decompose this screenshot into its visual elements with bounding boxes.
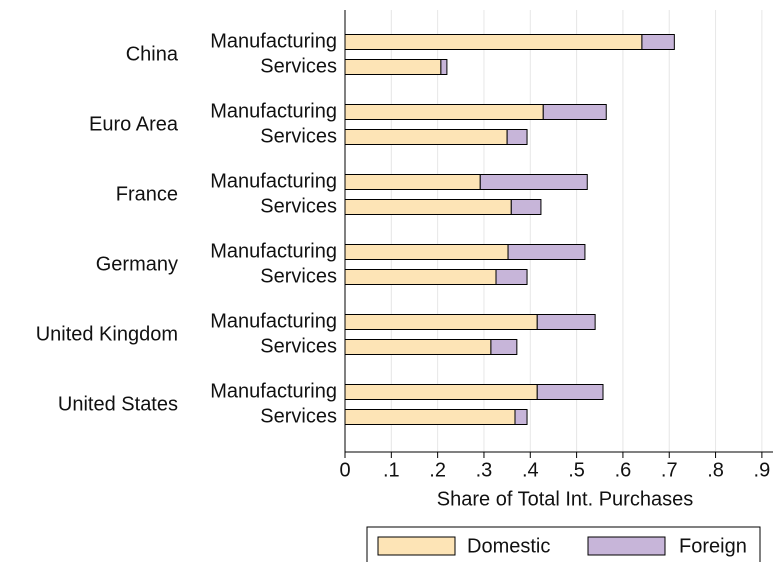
x-tick-label: .6 (615, 459, 632, 481)
bar-segment (344, 339, 492, 355)
x-tick-label: .1 (383, 459, 400, 481)
bar-segment (344, 244, 509, 260)
y-tick-label: Services (260, 125, 337, 147)
group-label: United States (58, 393, 178, 415)
bar-segment (344, 59, 442, 75)
bar-segment (641, 34, 675, 50)
bar-segment (514, 409, 528, 425)
bar-segment (495, 269, 528, 285)
legend-label: Domestic (467, 535, 550, 557)
x-tick-label: .9 (754, 459, 771, 481)
y-tick-label: Manufacturing (210, 170, 337, 192)
bar-segment (344, 314, 538, 330)
bar-segment (344, 384, 538, 400)
bar-segment (344, 104, 544, 120)
y-tick-label: Services (260, 265, 337, 287)
bar-segment (507, 244, 586, 260)
bar-segment (344, 174, 481, 190)
x-tick-label: .4 (522, 459, 539, 481)
x-tick-label: .2 (429, 459, 446, 481)
group-label: United Kingdom (36, 323, 178, 345)
bar-segment (542, 104, 607, 120)
group-label: Euro Area (89, 113, 179, 135)
x-tick-label: .3 (476, 459, 493, 481)
bar-segment (536, 314, 596, 330)
x-tick-label: .5 (568, 459, 585, 481)
bar-segment (479, 174, 588, 190)
y-tick-label: Manufacturing (210, 310, 337, 332)
y-tick-label: Manufacturing (210, 30, 337, 52)
group-label: Germany (96, 253, 178, 275)
group-label: France (116, 183, 178, 205)
y-tick-label: Services (260, 335, 337, 357)
bar-segment (510, 199, 542, 215)
y-tick-label: Manufacturing (210, 100, 337, 122)
y-tick-label: Services (260, 405, 337, 427)
x-tick-label: .8 (707, 459, 724, 481)
y-tick-label: Manufacturing (210, 380, 337, 402)
legend-swatch (377, 536, 456, 556)
bar-segment (344, 269, 497, 285)
bar-segment (344, 34, 643, 50)
bar-segment (506, 129, 528, 145)
bar-segment (490, 339, 518, 355)
bar-segment (536, 384, 604, 400)
bar-segment (344, 199, 512, 215)
x-tick-label: .7 (661, 459, 678, 481)
y-tick-label: Services (260, 195, 337, 217)
y-tick-label: Services (260, 55, 337, 77)
bar-segment (440, 59, 448, 75)
bar-segment (344, 129, 508, 145)
legend-label: Foreign (679, 535, 747, 557)
x-axis-label: Share of Total Int. Purchases (437, 488, 693, 510)
group-label: China (126, 43, 179, 65)
y-tick-label: Manufacturing (210, 240, 337, 262)
legend-swatch (587, 536, 666, 556)
bar-segment (344, 409, 516, 425)
x-tick-label: 0 (339, 459, 350, 481)
